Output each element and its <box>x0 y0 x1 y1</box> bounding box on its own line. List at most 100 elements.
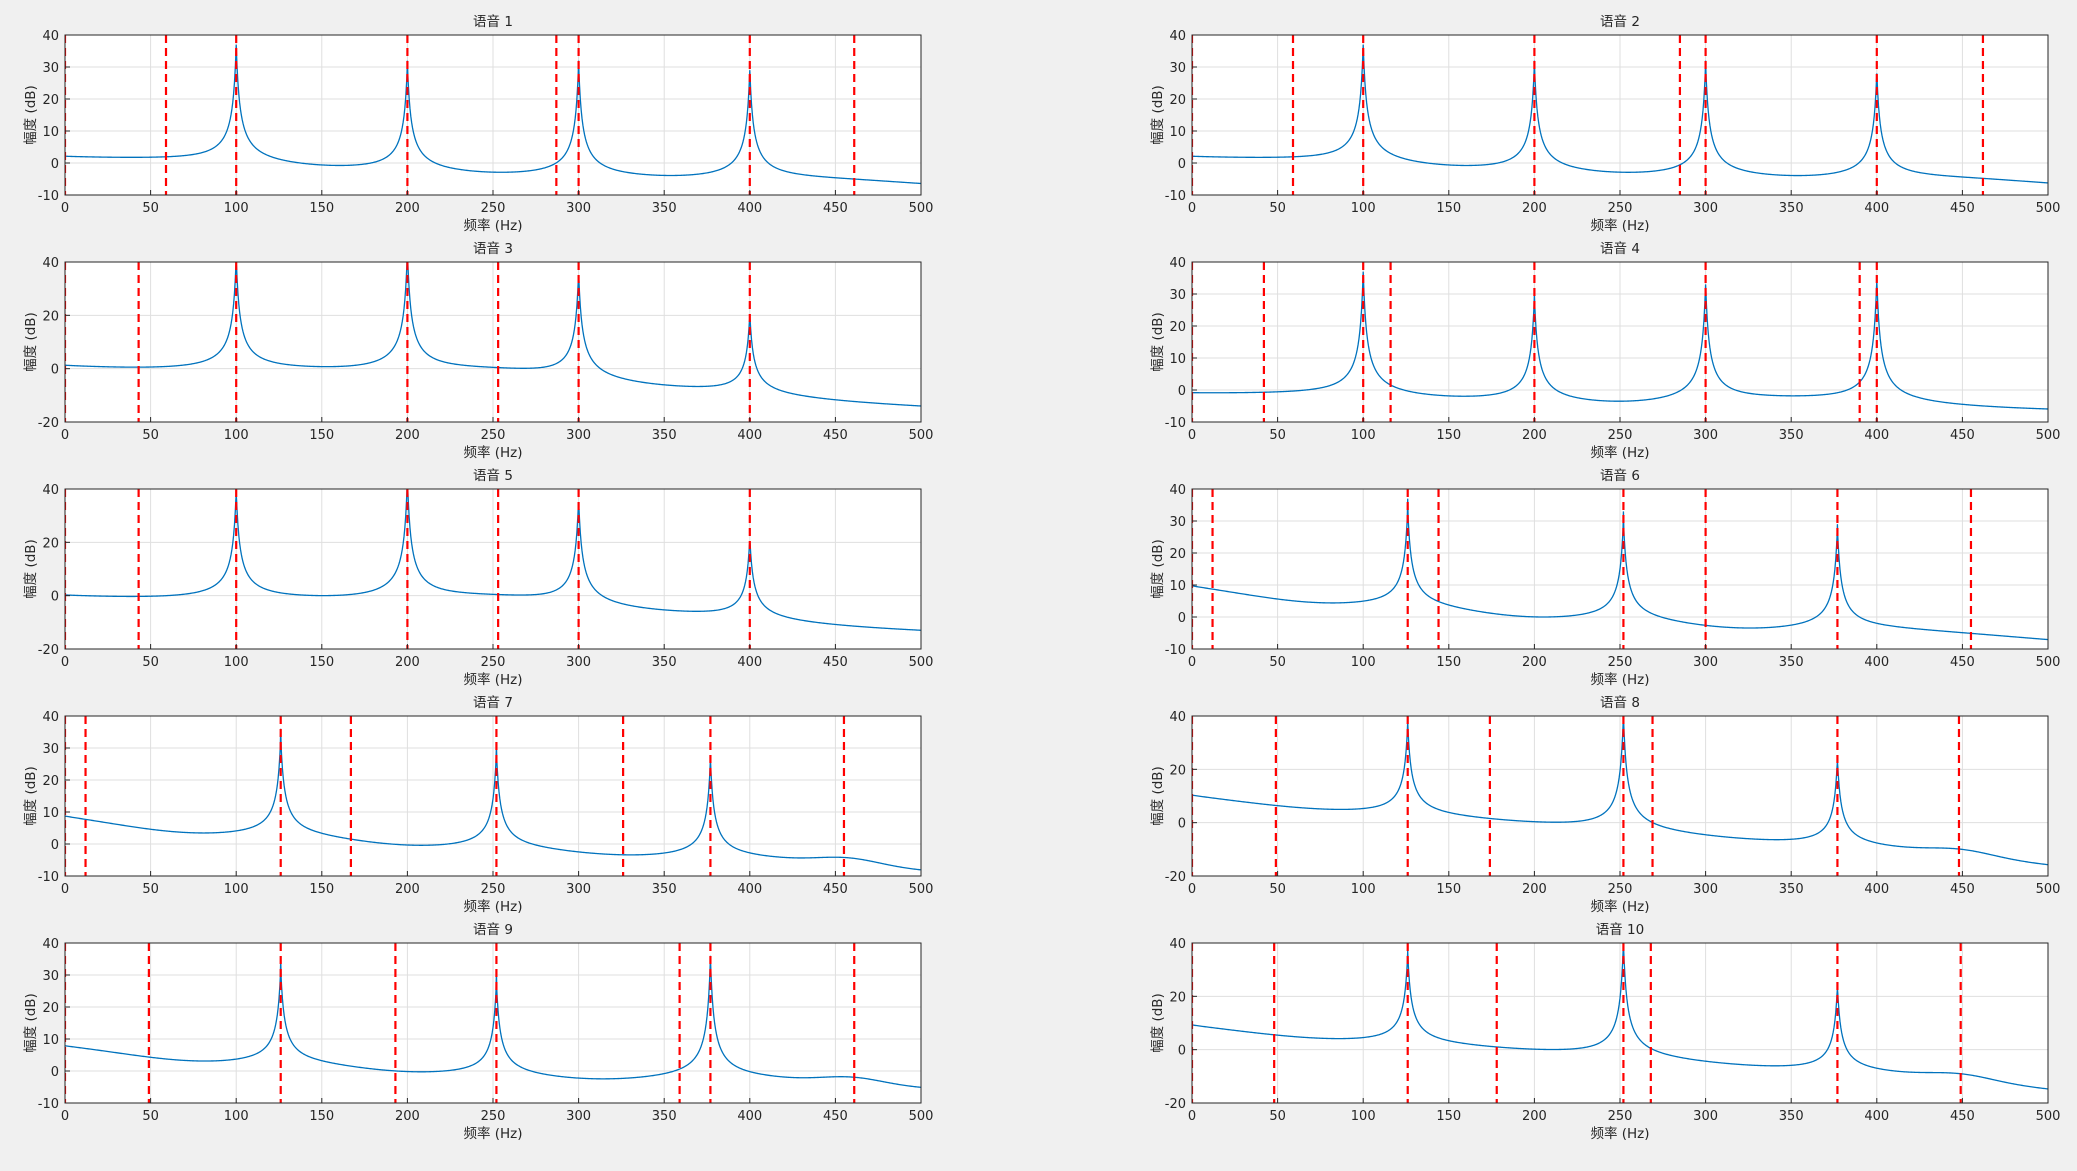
x-tick-label: 500 <box>2036 201 2061 216</box>
x-tick-label: 450 <box>1950 201 1975 216</box>
x-tick-label: 150 <box>1436 1109 1461 1124</box>
x-tick-label: 150 <box>309 1109 334 1124</box>
x-tick-label: 400 <box>737 428 762 443</box>
y-tick-label: 20 <box>1169 547 1186 562</box>
y-tick-label: -10 <box>38 189 59 204</box>
x-tick-label: 400 <box>1864 1109 1889 1124</box>
y-tick-label: -10 <box>38 1097 59 1112</box>
x-axis-label: 频率 (Hz) <box>1590 671 1649 688</box>
y-tick-label: -10 <box>1165 643 1186 658</box>
subplot-title: 语音 2 <box>1600 13 1640 30</box>
x-axis-label: 频率 (Hz) <box>1590 217 1649 234</box>
x-tick-label: 0 <box>61 428 69 443</box>
spectrum-line <box>1192 271 2048 410</box>
x-tick-label: 200 <box>395 201 420 216</box>
y-tick-label: 20 <box>42 93 59 108</box>
x-tick-label: 350 <box>1779 428 1804 443</box>
x-tick-label: 200 <box>1522 882 1547 897</box>
x-tick-label: 0 <box>1188 655 1196 670</box>
x-tick-label: 500 <box>909 882 934 897</box>
y-tick-label: 20 <box>1169 763 1186 778</box>
y-tick-label: 20 <box>42 309 59 324</box>
y-tick-label: 40 <box>42 483 59 498</box>
x-tick-label: 50 <box>1269 428 1286 443</box>
y-tick-label: 30 <box>42 61 59 76</box>
y-tick-label: 0 <box>1178 157 1186 172</box>
spectrum-line <box>65 728 921 871</box>
subplot-7: 0 50 100 150 200 250 300 350 400 450 500-100102030… <box>23 694 933 915</box>
y-tick-label: 10 <box>1169 579 1186 594</box>
y-tick-label: -10 <box>1165 416 1186 431</box>
x-tick-label: 350 <box>652 428 677 443</box>
data-layer <box>65 489 921 649</box>
x-tick-label: 350 <box>1779 1109 1804 1124</box>
spectrum-line <box>1192 943 2048 1090</box>
x-tick-label: 450 <box>1950 428 1975 443</box>
x-tick-label: 100 <box>1351 882 1376 897</box>
y-axis-label: 幅度 (dB) <box>23 312 39 372</box>
y-tick-label: 40 <box>1169 256 1186 271</box>
y-tick-label: 40 <box>42 937 59 952</box>
x-tick-label: 500 <box>2036 882 2061 897</box>
subplot-8: 0 50 100 150 200 250 300 350 400 450 500-2002040语音… <box>1150 694 2060 915</box>
x-tick-label: 50 <box>142 882 159 897</box>
y-tick-label: -20 <box>1165 870 1186 885</box>
y-tick-label: 10 <box>42 125 59 140</box>
x-tick-label: 150 <box>1436 201 1461 216</box>
x-axis-label: 频率 (Hz) <box>1590 444 1649 461</box>
x-tick-label: 450 <box>823 655 848 670</box>
x-tick-label: 300 <box>1693 201 1718 216</box>
x-tick-label: 450 <box>823 1109 848 1124</box>
x-tick-label: 450 <box>1950 882 1975 897</box>
subplot-10: 0 50 100 150 200 250 300 350 400 450 500-2002040语音… <box>1150 921 2060 1142</box>
spectrum-line <box>1192 44 2048 184</box>
y-tick-label: 30 <box>1169 288 1186 303</box>
y-tick-label: 40 <box>1169 710 1186 725</box>
x-tick-label: 100 <box>1351 655 1376 670</box>
data-layer <box>1192 943 2048 1103</box>
y-tick-label: -10 <box>1165 189 1186 204</box>
y-tick-label: 20 <box>1169 990 1186 1005</box>
x-tick-label: 0 <box>61 655 69 670</box>
x-tick-label: 500 <box>909 655 934 670</box>
x-tick-label: 150 <box>309 201 334 216</box>
x-tick-label: 400 <box>1864 655 1889 670</box>
x-axis-label: 频率 (Hz) <box>463 217 522 234</box>
x-tick-label: 250 <box>1608 882 1633 897</box>
data-layer <box>65 35 921 195</box>
x-tick-label: 50 <box>1269 1109 1286 1124</box>
x-tick-label: 500 <box>909 1109 934 1124</box>
y-tick-label: 40 <box>42 710 59 725</box>
x-tick-label: 200 <box>1522 428 1547 443</box>
y-tick-label: 40 <box>1169 483 1186 498</box>
x-tick-label: 400 <box>737 201 762 216</box>
x-tick-label: 50 <box>142 1109 159 1124</box>
y-tick-label: 20 <box>42 774 59 789</box>
x-tick-label: 100 <box>224 1109 249 1124</box>
y-tick-label: 20 <box>1169 93 1186 108</box>
x-tick-label: 100 <box>224 201 249 216</box>
x-tick-label: 400 <box>737 1109 762 1124</box>
x-tick-label: 250 <box>481 1109 506 1124</box>
spectrum-line <box>1192 716 2048 866</box>
x-tick-label: 100 <box>224 428 249 443</box>
x-tick-label: 50 <box>1269 201 1286 216</box>
subplot-title: 语音 9 <box>473 921 513 938</box>
x-tick-label: 50 <box>142 428 159 443</box>
x-tick-label: 500 <box>909 201 934 216</box>
y-axis-label: 幅度 (dB) <box>1150 539 1166 599</box>
x-axis-label: 频率 (Hz) <box>463 444 522 461</box>
spectrum-line <box>65 489 921 631</box>
y-tick-label: 30 <box>1169 61 1186 76</box>
y-tick-label: 40 <box>1169 29 1186 44</box>
spectrum-line <box>65 262 921 407</box>
y-tick-label: 0 <box>1178 1044 1186 1059</box>
x-axis-label: 频率 (Hz) <box>463 898 522 915</box>
y-tick-label: 20 <box>42 1001 59 1016</box>
x-tick-label: 500 <box>2036 428 2061 443</box>
spectrum-line <box>65 44 921 185</box>
x-tick-label: 400 <box>737 655 762 670</box>
x-tick-label: 100 <box>1351 428 1376 443</box>
y-axis-label: 幅度 (dB) <box>1150 312 1166 372</box>
y-tick-label: 40 <box>42 256 59 271</box>
